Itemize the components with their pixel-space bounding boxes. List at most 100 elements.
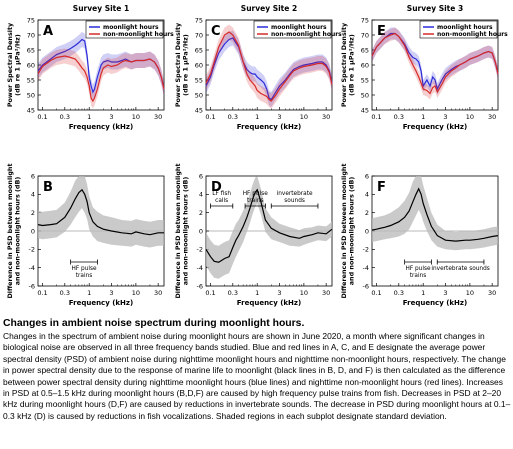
x-tick-label: 1 (87, 289, 91, 297)
x-tick-label: 30 (322, 113, 330, 121)
annotation-label: trains (247, 198, 264, 204)
y-tick-label: 0 (31, 227, 35, 235)
x-tick-label: 0.1 (37, 113, 47, 121)
y-tick-label: 45 (361, 106, 369, 114)
x-tick-label: 0.3 (228, 113, 238, 121)
annotation-label: HF pulse (71, 266, 97, 272)
x-tick-label: 10 (466, 113, 474, 121)
x-tick-label: 0.3 (394, 113, 404, 121)
x-tick-label: 0.3 (60, 113, 70, 121)
x-tick-label: 0.3 (394, 289, 404, 297)
series-line (371, 32, 499, 95)
caption-text: Changes in the spectrum of ambient noise… (3, 331, 511, 421)
x-axis-label: Frequency (kHz) (69, 299, 133, 307)
legend-entry: moonlight hours (271, 24, 327, 31)
y-tick-label: 6 (365, 172, 369, 180)
y-tick-label: -6 (197, 282, 203, 290)
series-line (205, 37, 333, 101)
x-tick-label: 30 (488, 289, 496, 297)
panel-c: Survey Site 2 45 50 55 60 65 70 75 0.1 0.3 1 3 10 30 F… (174, 4, 342, 131)
y-axis-label: Power Spectral Density(dB re 1 μPa²/Hz) (174, 22, 189, 107)
y-tick-label: 60 (361, 61, 369, 69)
y-tick-label: 2 (365, 209, 369, 217)
x-tick-label: 30 (322, 289, 330, 297)
y-tick-label: 65 (361, 46, 369, 54)
y-axis-label-line: (dB re 1 μPa²/Hz) (13, 34, 21, 96)
y-tick-label: -6 (29, 282, 35, 290)
y-tick-label: 4 (199, 191, 203, 199)
x-tick-label: 0.3 (228, 289, 238, 297)
x-axis-label: Frequency (kHz) (237, 123, 301, 131)
annotation-label: HF pulse (405, 266, 431, 272)
legend-entry: non-moonlight hours (271, 31, 342, 38)
legend-entry: moonlight hours (103, 24, 159, 31)
panel-letter: B (43, 180, 53, 195)
x-axis-label: Frequency (kHz) (237, 299, 301, 307)
y-tick-label: 45 (27, 106, 35, 114)
std-band (206, 30, 332, 107)
y-tick-label: 55 (361, 76, 369, 84)
annotation-label: invertebrate sounds (431, 266, 489, 272)
std-band (372, 176, 498, 251)
y-tick-label: 2 (199, 209, 203, 217)
y-tick-label: 4 (31, 191, 35, 199)
panel-e: Survey Site 3 45 50 55 60 65 70 75 0.1 0.3 1 3 10 30 F… (340, 4, 508, 131)
annotation-label: sounds (284, 198, 305, 204)
x-tick-label: 10 (300, 289, 308, 297)
x-tick-label: 3 (109, 113, 113, 121)
annotation-label: HF pulse (243, 191, 269, 197)
y-axis-label-line: Power Spectral Density (174, 22, 182, 107)
y-tick-label: -4 (197, 264, 203, 272)
x-axis-label: Frequency (kHz) (403, 123, 467, 131)
x-tick-label: 10 (132, 289, 140, 297)
x-tick-label: 10 (466, 289, 474, 297)
y-axis-label: Difference in PSD between moonlightand n… (174, 163, 189, 298)
y-tick-label: 4 (365, 191, 369, 199)
y-axis-label-line: Difference in PSD between moonlight (6, 163, 14, 298)
x-tick-label: 3 (443, 289, 447, 297)
y-axis-label-line: Power Spectral Density (340, 22, 348, 107)
x-tick-label: 3 (443, 113, 447, 121)
caption-title: Changes in ambient noise spectrum during… (3, 318, 305, 329)
figure-caption: Changes in ambient noise spectrum during… (3, 317, 511, 422)
y-axis-label-line: and non-moonlight hours (dB) (347, 177, 355, 286)
panel-d: -6 -4 -2 0 2 4 6 0.1 0.3 1 3 10 30 Frequency (kHz) Dif… (174, 163, 333, 307)
y-tick-label: -4 (29, 264, 35, 272)
x-tick-label: 10 (132, 113, 140, 121)
panel-b: -6 -4 -2 0 2 4 6 0.1 0.3 1 3 10 30 Frequency (kHz) Dif… (6, 163, 165, 307)
x-tick-label: 3 (109, 289, 113, 297)
series-line (37, 188, 164, 236)
x-axis-label: Frequency (kHz) (69, 123, 133, 131)
panel-f: -6 -4 -2 0 2 4 6 0.1 0.3 1 3 10 30 Frequency (kHz) Dif… (340, 163, 499, 307)
panel-letter: C (211, 24, 221, 39)
std-band (206, 24, 332, 109)
std-band (372, 27, 498, 100)
annotation: invertebrate sounds (431, 259, 490, 272)
panel-title: Survey Site 2 (241, 4, 297, 13)
y-tick-label: -2 (29, 246, 35, 254)
y-axis-label: Power Spectral Density(dB re 1 μPa²/Hz) (6, 22, 21, 107)
y-axis-label-line: and non-moonlight hours (dB) (181, 177, 189, 286)
x-tick-label: 3 (277, 113, 281, 121)
y-tick-label: 50 (195, 91, 203, 99)
x-tick-label: 1 (421, 113, 425, 121)
y-axis-label: Difference in PSD between moonlightand n… (6, 163, 21, 298)
std-band (38, 48, 164, 109)
y-tick-label: 60 (27, 61, 35, 69)
y-tick-label: 60 (195, 61, 203, 69)
x-tick-label: 30 (154, 113, 162, 121)
legend-entry: moonlight hours (437, 24, 493, 31)
annotation-label: LF fish (212, 191, 231, 197)
y-tick-label: 75 (361, 16, 369, 24)
y-tick-label: 50 (27, 91, 35, 99)
x-tick-label: 30 (488, 113, 496, 121)
panel-title: Survey Site 1 (73, 4, 129, 13)
panel-title: Survey Site 3 (407, 4, 463, 13)
panel-a: Survey Site 1 45 50 55 60 65 70 75 0.1 0.3 1 3 10 30 F… (6, 4, 174, 131)
